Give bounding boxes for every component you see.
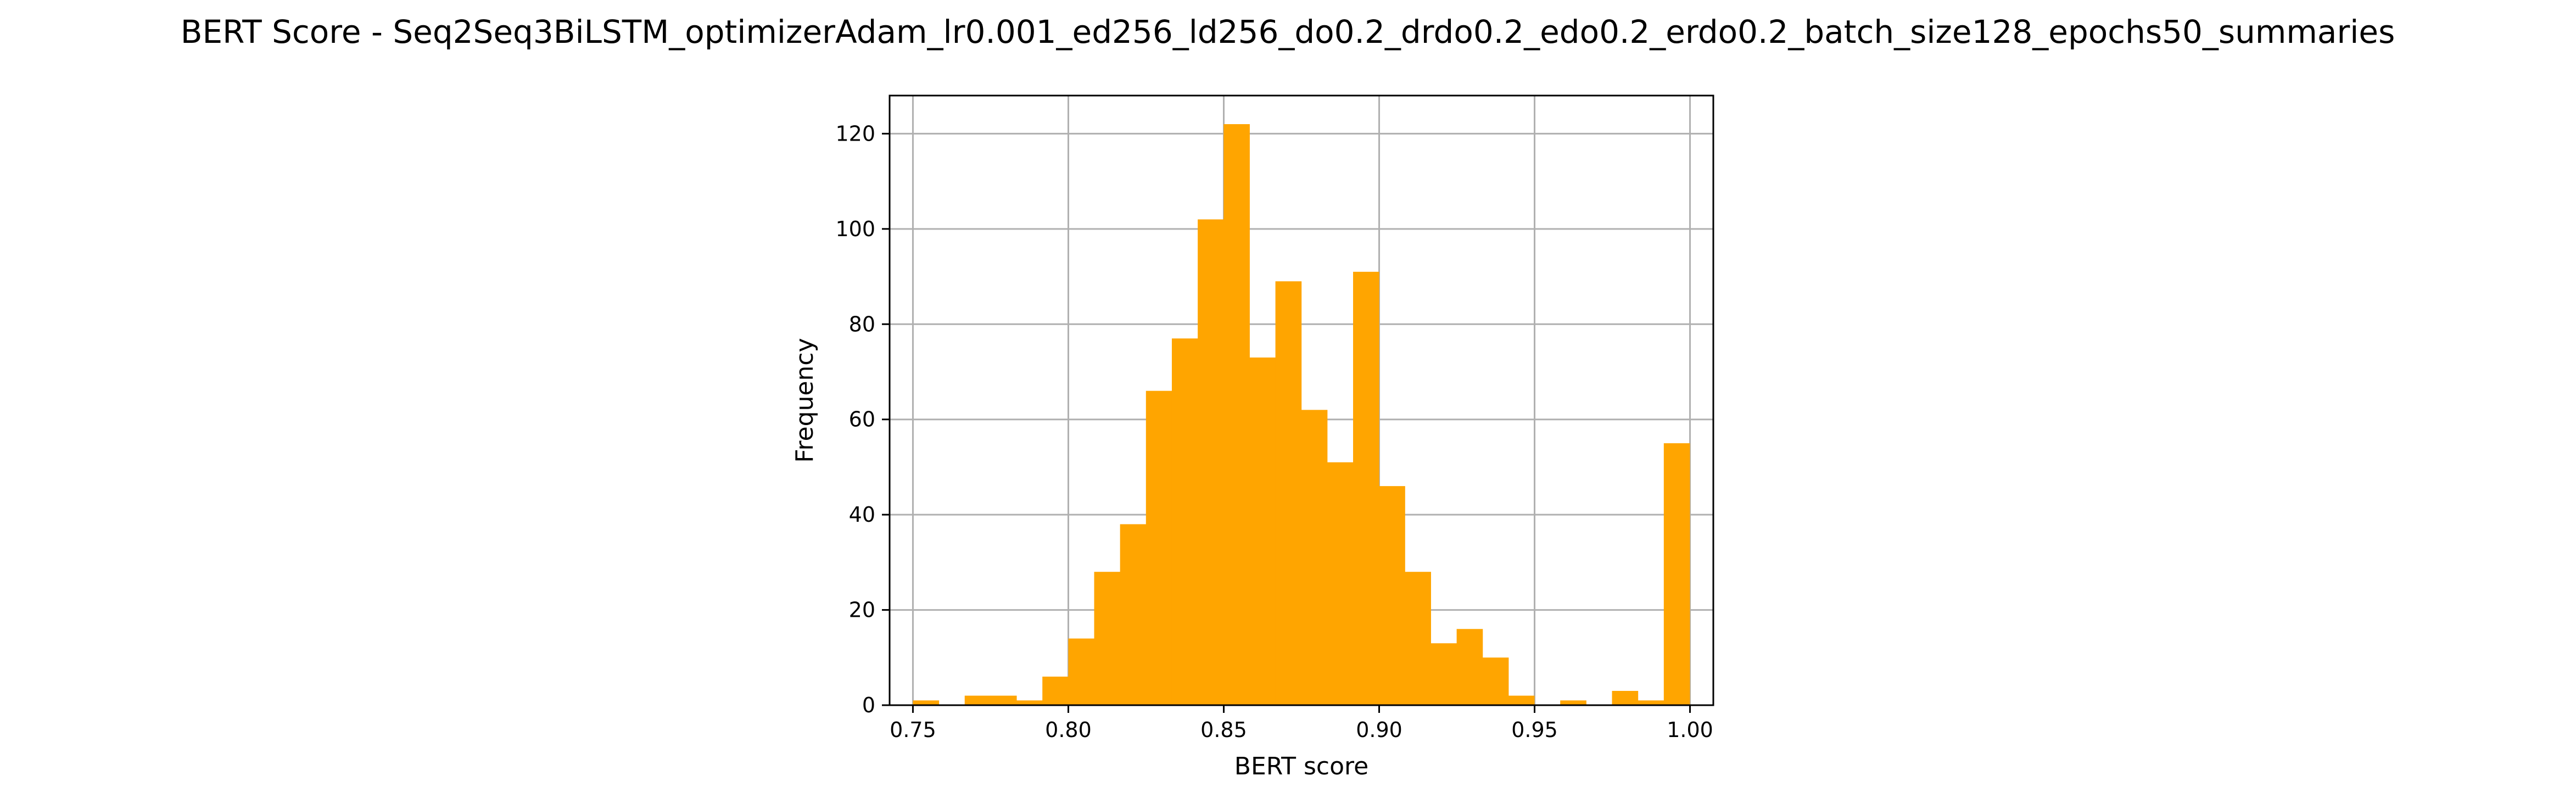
x-tick-label: 0.90 xyxy=(1356,718,1402,742)
histogram-bar xyxy=(1301,410,1328,705)
y-tick-label: 120 xyxy=(835,121,875,146)
histogram-bar xyxy=(1171,338,1198,705)
histogram-bar xyxy=(1482,657,1509,705)
y-tick-label: 60 xyxy=(849,408,875,432)
histogram-bar xyxy=(990,695,1017,705)
y-tick-label: 40 xyxy=(849,503,875,527)
histogram-bar xyxy=(1275,281,1302,705)
histogram-bar xyxy=(1431,643,1457,705)
histogram-bar xyxy=(1016,700,1043,705)
x-tick-label: 0.85 xyxy=(1200,718,1247,742)
histogram-bar xyxy=(1327,462,1354,705)
histogram-bar xyxy=(1249,357,1276,705)
axis-ticks: 0.75 0.80 0.85 0.90 0.95 1.00 0 20 40 60 80 100 120 xyxy=(835,121,1713,742)
histogram-bar xyxy=(964,695,991,705)
histogram-bars xyxy=(913,124,1690,705)
histogram-bar xyxy=(1042,676,1069,705)
y-axis-label: Frequency xyxy=(791,338,819,462)
y-tick-label: 20 xyxy=(849,598,875,622)
histogram-bar xyxy=(1198,219,1224,705)
histogram-bar xyxy=(1379,486,1405,705)
histogram-bar xyxy=(1508,695,1535,705)
x-tick-label: 0.80 xyxy=(1045,718,1092,742)
y-tick-label: 0 xyxy=(862,693,875,717)
histogram-bar xyxy=(1456,629,1483,705)
histogram-bar xyxy=(1094,572,1121,705)
histogram-bar xyxy=(1405,572,1431,705)
histogram-bar xyxy=(1353,271,1379,705)
histogram-bar xyxy=(1638,700,1664,705)
x-tick-label: 1.00 xyxy=(1667,718,1713,742)
histogram-bar xyxy=(1663,443,1690,705)
y-tick-label: 100 xyxy=(835,217,875,241)
x-tick-label: 0.75 xyxy=(890,718,936,742)
x-axis-label: BERT score xyxy=(1234,752,1368,780)
histogram-bar xyxy=(1068,638,1095,705)
histogram-bar xyxy=(1560,700,1586,705)
x-tick-label: 0.95 xyxy=(1511,718,1558,742)
chart-title: BERT Score - Seq2Seq3BiLSTM_optimizerAda… xyxy=(181,13,2395,51)
histogram-bar xyxy=(1223,124,1250,705)
histogram-bar xyxy=(1145,390,1172,705)
y-tick-label: 80 xyxy=(849,312,875,336)
histogram-bar xyxy=(1120,524,1147,705)
histogram-bar xyxy=(913,700,940,705)
histogram-bar xyxy=(1612,690,1639,705)
plot-frame xyxy=(889,94,1714,706)
